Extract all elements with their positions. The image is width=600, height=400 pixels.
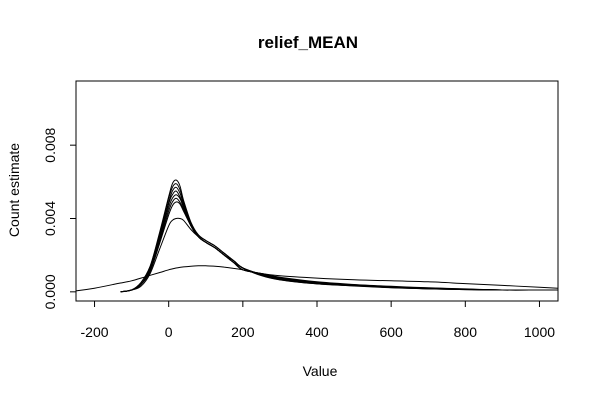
- x-tick-label: 0: [165, 324, 173, 340]
- x-tick-label: 200: [231, 324, 255, 340]
- x-tick-label: 800: [454, 324, 478, 340]
- density-curve: [120, 186, 558, 293]
- y-tick-label: 0.004: [42, 201, 58, 236]
- y-axis: 0.000 0.004 0.008: [42, 127, 76, 309]
- x-tick-label: 600: [379, 324, 403, 340]
- x-axis: -200 0 200 400 600 800 1000: [81, 301, 555, 340]
- y-axis-label: Count estimate: [6, 143, 22, 237]
- chart-title: relief_MEAN: [258, 33, 358, 52]
- density-curve: [120, 183, 558, 293]
- y-tick-label: 0.000: [42, 274, 58, 309]
- x-tick-label: 1000: [524, 324, 555, 340]
- density-curves: [75, 179, 559, 293]
- density-curve: [120, 179, 558, 293]
- density-curve: [120, 201, 558, 293]
- x-tick-label: -200: [81, 324, 109, 340]
- x-axis-label: Value: [303, 363, 338, 379]
- density-curve: [75, 265, 559, 292]
- x-tick-label: 400: [305, 324, 329, 340]
- density-curve: [120, 217, 558, 293]
- density-curve: [120, 190, 558, 293]
- y-tick-label: 0.008: [42, 127, 58, 162]
- plot-frame: [75, 80, 559, 302]
